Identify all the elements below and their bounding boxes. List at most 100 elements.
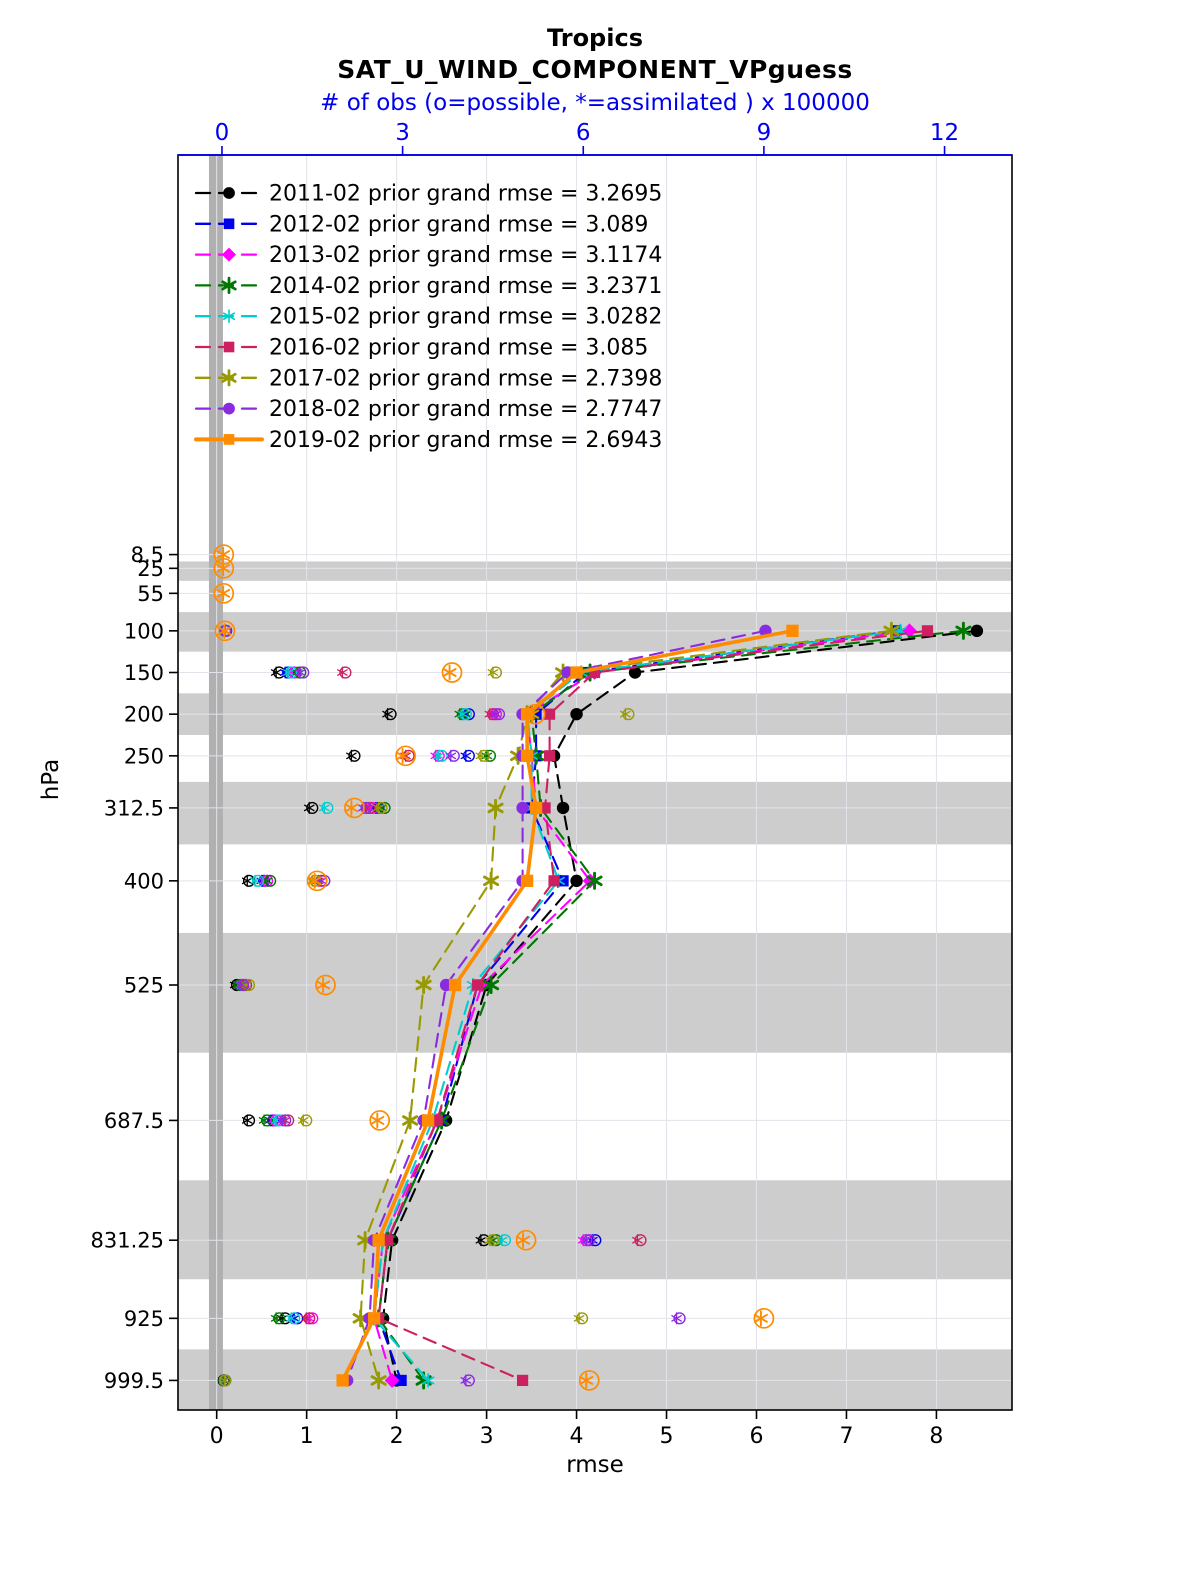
rmse-marker — [592, 878, 597, 883]
y-tick-label: 687.5 — [104, 1109, 164, 1133]
obs-assimilated-marker — [457, 710, 469, 718]
rmse-marker — [376, 1378, 381, 1383]
obs-assimilated-marker — [753, 1310, 768, 1327]
obs-possible-marker — [369, 1110, 391, 1131]
x-tick-label: 1 — [300, 1424, 314, 1449]
legend-label: 2012-02 prior grand rmse = 3.089 — [269, 212, 648, 237]
x-tick-label: 7 — [839, 1424, 853, 1449]
rmse-marker — [570, 707, 583, 721]
obs-assimilated-marker — [460, 1374, 472, 1387]
rmse-marker — [516, 1374, 529, 1387]
obs-assimilated-marker — [294, 666, 306, 679]
obs-assimilated-marker — [632, 1236, 643, 1244]
obs-assimilated-marker — [307, 872, 322, 889]
obs-assimilated-marker — [258, 1114, 270, 1127]
obs-assimilated-marker — [241, 1114, 253, 1127]
obs-assimilated-marker — [487, 669, 499, 676]
pressure-band — [178, 781, 1012, 845]
legend-marker — [227, 283, 231, 288]
obs-assimilated-marker — [216, 588, 231, 598]
obs-tick-label: 0 — [215, 120, 230, 146]
obs-possible-marker — [578, 1370, 600, 1391]
legend-label: 2019-02 prior grand rmse = 2.6943 — [269, 428, 662, 453]
rmse-marker — [421, 1373, 435, 1388]
obs-possible-marker — [261, 1114, 274, 1127]
obs-assimilated-marker — [270, 1314, 282, 1322]
legend-label: 2017-02 prior grand rmse = 2.7398 — [269, 366, 662, 391]
obs-possible-marker — [273, 1312, 286, 1325]
obs-assimilated-marker — [294, 669, 306, 676]
obs-assimilated-marker — [620, 710, 631, 718]
obs-possible-marker — [753, 1307, 775, 1329]
obs-possible-marker — [264, 874, 277, 887]
rmse-line — [377, 629, 929, 1382]
pressure-band — [178, 561, 1012, 581]
rmse-marker — [520, 874, 534, 887]
legend-entry-2018-02: 2018-02 prior grand rmse = 2.7747 — [194, 397, 662, 422]
legend-marker — [223, 341, 235, 353]
obs-possible-marker — [344, 797, 365, 819]
obs-possible-marker — [384, 708, 397, 721]
obs-assimilated-marker — [216, 550, 231, 560]
obs-assimilated-marker — [219, 1377, 230, 1384]
obs-assimilated-marker — [579, 1372, 594, 1389]
rmse-marker — [530, 708, 542, 720]
rmse-marker — [395, 1374, 407, 1387]
obs-assimilated-marker — [671, 1314, 682, 1322]
pressure-band — [178, 612, 1012, 652]
rmse-marker — [539, 802, 551, 814]
obs-assimilated-marker — [490, 710, 502, 718]
obs-assimilated-marker — [460, 749, 472, 762]
pressure-band — [178, 932, 1012, 1053]
obs-assimilated-marker — [516, 1232, 531, 1249]
obs-assimilated-marker — [261, 877, 273, 885]
x-tick-label: 6 — [749, 1424, 763, 1449]
obs-possible-marker — [575, 1312, 589, 1325]
obs-possible-marker — [447, 749, 460, 762]
obs-assimilated-marker — [496, 1234, 508, 1247]
obs-assimilated-marker — [487, 666, 499, 679]
x-tick-label: 2 — [390, 1424, 404, 1449]
rmse-marker — [557, 875, 569, 887]
obs-assimilated-marker — [235, 981, 247, 989]
obs-assimilated-marker — [373, 804, 384, 812]
obs-assimilated-marker — [475, 752, 487, 760]
obs-assimilated-marker — [216, 585, 231, 602]
rmse-marker — [336, 1374, 349, 1387]
y-tick-label: 8.5 — [131, 543, 164, 567]
obs-assimilated-marker — [475, 1236, 487, 1244]
legend-marker — [227, 375, 231, 380]
x-tick-label: 5 — [660, 1424, 674, 1449]
obs-assimilated-marker — [297, 1117, 309, 1124]
legend-label: 2016-02 prior grand rmse = 3.085 — [269, 336, 648, 361]
rmse-marker — [970, 624, 984, 638]
rmse-marker — [384, 1373, 400, 1388]
obs-assimilated-marker — [433, 749, 445, 762]
obs-assimilated-marker — [249, 877, 261, 885]
rmse-marker — [570, 874, 583, 888]
rmse-marker — [548, 875, 560, 887]
obs-assimilated-marker — [484, 1236, 496, 1244]
obs-possible-marker — [492, 708, 506, 721]
obs-possible-marker — [486, 708, 500, 721]
obs-possible-marker — [498, 1234, 512, 1247]
obs-possible-marker — [462, 749, 475, 762]
obs-assimilated-marker — [580, 1236, 592, 1244]
obs-assimilated-marker — [307, 876, 322, 886]
legend-entry-2016-02: 2016-02 prior grand rmse = 3.085 — [194, 336, 648, 361]
obs-assimilated-marker — [217, 626, 232, 636]
rmse-marker — [367, 1312, 381, 1325]
legend-label: 2014-02 prior grand rmse = 3.2371 — [269, 274, 662, 299]
y-tick-label: 525 — [124, 974, 164, 998]
obs-assimilated-marker — [346, 749, 357, 762]
rmse-marker — [889, 628, 894, 633]
chart-title: Tropics — [547, 24, 643, 52]
rmse-marker — [421, 1376, 435, 1385]
rmse-marker — [921, 625, 934, 637]
obs-assimilated-marker — [620, 708, 631, 721]
obs-assimilated-marker — [216, 560, 231, 577]
obs-assimilated-marker — [300, 1314, 312, 1322]
obs-assimilated-marker — [217, 622, 232, 639]
rmse-marker — [363, 1238, 368, 1243]
